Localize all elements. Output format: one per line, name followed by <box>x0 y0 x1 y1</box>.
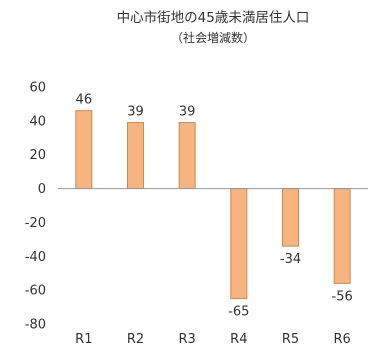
y-tick-label: 60 <box>29 81 46 96</box>
x-axis: R1 R2 R3 R4 R5 R6 <box>58 188 368 347</box>
x-tick-label: R2 <box>127 332 144 347</box>
x-tick-label: R1 <box>75 332 92 347</box>
data-label: -56 <box>332 289 353 304</box>
bar-R1 <box>75 110 93 190</box>
x-tick-label: R4 <box>230 332 247 347</box>
y-tick-label: 40 <box>29 114 46 129</box>
y-tick-label: -80 <box>25 318 46 333</box>
bar-R4 <box>230 188 248 300</box>
chart-title: 中心市街地の45歳未満居住人口 <box>117 9 310 26</box>
y-tick-label: -20 <box>25 216 46 231</box>
y-tick-label: 20 <box>29 148 46 163</box>
data-label: -34 <box>280 252 301 267</box>
x-tick-label: R6 <box>334 332 351 347</box>
data-label: -65 <box>228 305 249 320</box>
data-label: 46 <box>76 93 93 108</box>
bar-R5 <box>282 188 299 247</box>
y-tick-label: 0 <box>38 182 46 197</box>
bar-R2 <box>127 122 144 190</box>
data-label: 39 <box>179 105 196 120</box>
data-label: 39 <box>127 105 144 120</box>
y-tick-label: -60 <box>25 284 46 299</box>
bars: 46 39 39 -65 -34 -56 <box>75 93 353 320</box>
bar-R3 <box>178 122 196 190</box>
x-tick-label: R5 <box>282 332 299 347</box>
bar-R6 <box>333 188 351 284</box>
x-tick-label: R3 <box>179 332 196 347</box>
y-tick-label: -40 <box>25 250 46 265</box>
chart-subtitle: （社会増減数） <box>171 30 255 45</box>
y-axis: 60 40 20 0 -20 -40 -60 -80 <box>25 81 46 333</box>
